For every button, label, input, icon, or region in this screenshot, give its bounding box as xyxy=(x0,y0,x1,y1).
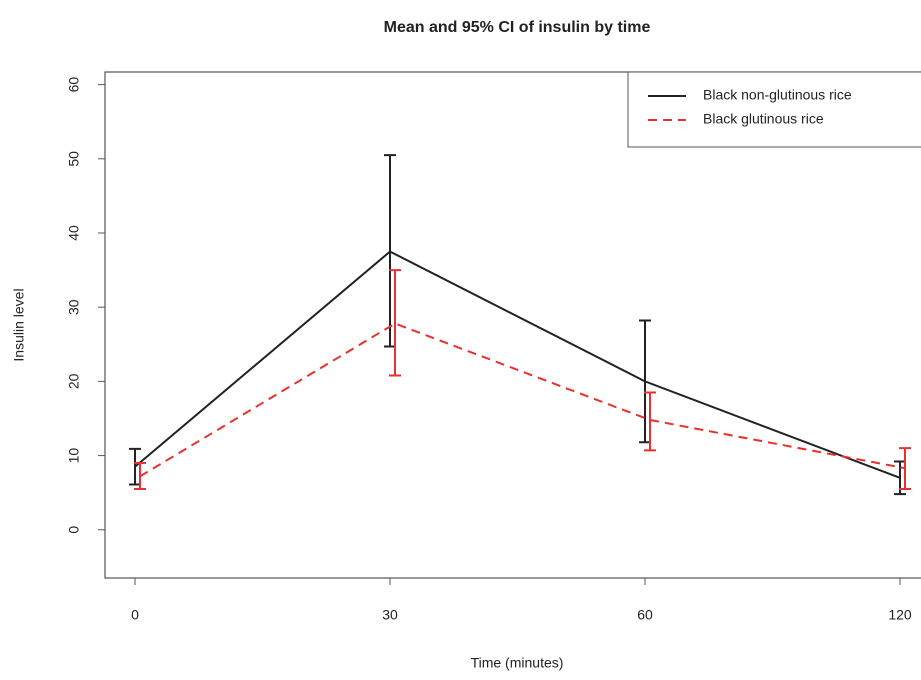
y-tick-label: 30 xyxy=(66,299,82,315)
series-line xyxy=(139,322,906,478)
plot-frame xyxy=(104,71,921,579)
x-tick-label: 30 xyxy=(382,607,398,623)
y-tick-label: 20 xyxy=(66,373,82,389)
y-tick-label: 0 xyxy=(66,526,82,534)
x-tick-label: 60 xyxy=(637,607,653,623)
y-tick-label: 10 xyxy=(66,448,82,464)
legend-box xyxy=(627,71,921,148)
error-bar xyxy=(644,391,656,452)
series-line xyxy=(134,250,901,479)
y-tick-label: 40 xyxy=(66,225,82,241)
x-axis-label: Time (minutes) xyxy=(471,655,564,671)
chart-title: Mean and 95% CI of insulin by time xyxy=(384,19,651,36)
x-tick-label: 0 xyxy=(131,607,139,623)
error-bar xyxy=(389,269,401,377)
y-axis-label: Insulin level xyxy=(11,288,27,361)
error-bar xyxy=(899,447,911,490)
error-bar xyxy=(134,462,146,490)
legend-label: Black glutinous rice xyxy=(703,111,824,127)
y-tick-label: 60 xyxy=(66,77,82,93)
legend-label: Black non-glutinous rice xyxy=(703,87,852,103)
y-tick-label: 50 xyxy=(66,151,82,167)
x-tick-label: 120 xyxy=(888,607,912,623)
